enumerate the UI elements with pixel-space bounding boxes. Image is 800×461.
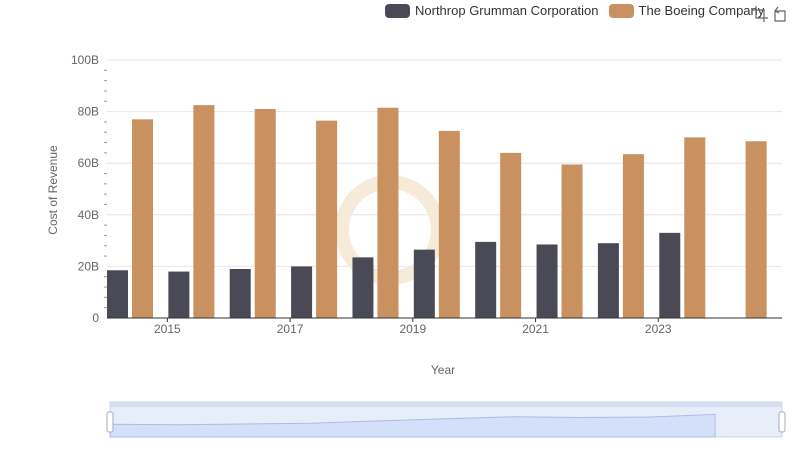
zoom-handle-right[interactable] [778,411,786,433]
bar-northrop-2020[interactable] [475,241,497,318]
x-tick-labels: 2015 2017 2019 2021 2023 [154,322,672,336]
bars [107,105,767,319]
bar-northrop-2014[interactable] [107,270,128,318]
bar-boeing-2014[interactable] [132,119,153,318]
bar-northrop-2019[interactable] [413,249,435,318]
bar-northrop-2022[interactable] [597,243,619,318]
zoom-top-bar[interactable] [110,402,782,407]
bar-boeing-2018[interactable] [377,107,399,318]
bar-boeing-2016[interactable] [254,109,276,319]
zoom-handle-left[interactable] [106,411,114,433]
bar-boeing-2019[interactable] [438,130,460,318]
y-tick-label: 80B [78,105,99,119]
legend: Northrop Grumman Corporation The Boeing … [385,3,774,18]
legend-item-northrop[interactable]: Northrop Grumman Corporation [385,3,599,18]
y-tick-label: 40B [78,208,99,222]
y-axis-title: Cost of Revenue [46,145,60,235]
legend-swatch-northrop [385,3,410,18]
y-tick-label: 60B [78,156,99,170]
x-tick-label: 2021 [522,322,549,336]
bar-boeing-2023[interactable] [684,137,706,318]
y-tick-label: 20B [78,259,99,273]
legend-label-boeing: The Boeing Company [638,3,765,18]
axes [107,317,782,322]
legend-item-boeing[interactable]: The Boeing Company [608,3,765,18]
x-tick-label: 2017 [277,322,304,336]
y-tick-label: 100B [71,53,99,67]
zoom-icon[interactable] [752,6,768,22]
restore-icon[interactable] [772,6,788,22]
bar-northrop-2016[interactable] [229,268,251,318]
y-tick-label: 0 [92,311,99,325]
bar-boeing-2022[interactable] [622,154,644,318]
bar-northrop-2023[interactable] [659,232,681,318]
y-tick-labels: 0 20B 40B 60B 80B 100B [71,53,99,325]
bar-boeing-2021[interactable] [561,164,583,318]
x-axis-title: Year [431,363,455,377]
bar-boeing-2024[interactable] [745,141,767,318]
bar-boeing-2017[interactable] [316,120,338,318]
legend-label-northrop: Northrop Grumman Corporation [415,3,599,18]
toolbox [748,6,788,22]
zoom-preview-area [109,413,716,438]
bar-northrop-2018[interactable] [352,257,374,318]
x-tick-label: 2015 [154,322,181,336]
x-tick-label: 2019 [399,322,426,336]
bar-boeing-2020[interactable] [500,152,522,318]
bar-boeing-2015[interactable] [193,105,215,319]
bar-northrop-2017[interactable] [291,266,313,318]
x-tick-label: 2023 [645,322,672,336]
bar-northrop-2015[interactable] [168,271,190,318]
data-zoom-slider[interactable] [106,401,786,438]
bar-northrop-2021[interactable] [536,244,558,318]
legend-swatch-boeing [608,3,634,18]
